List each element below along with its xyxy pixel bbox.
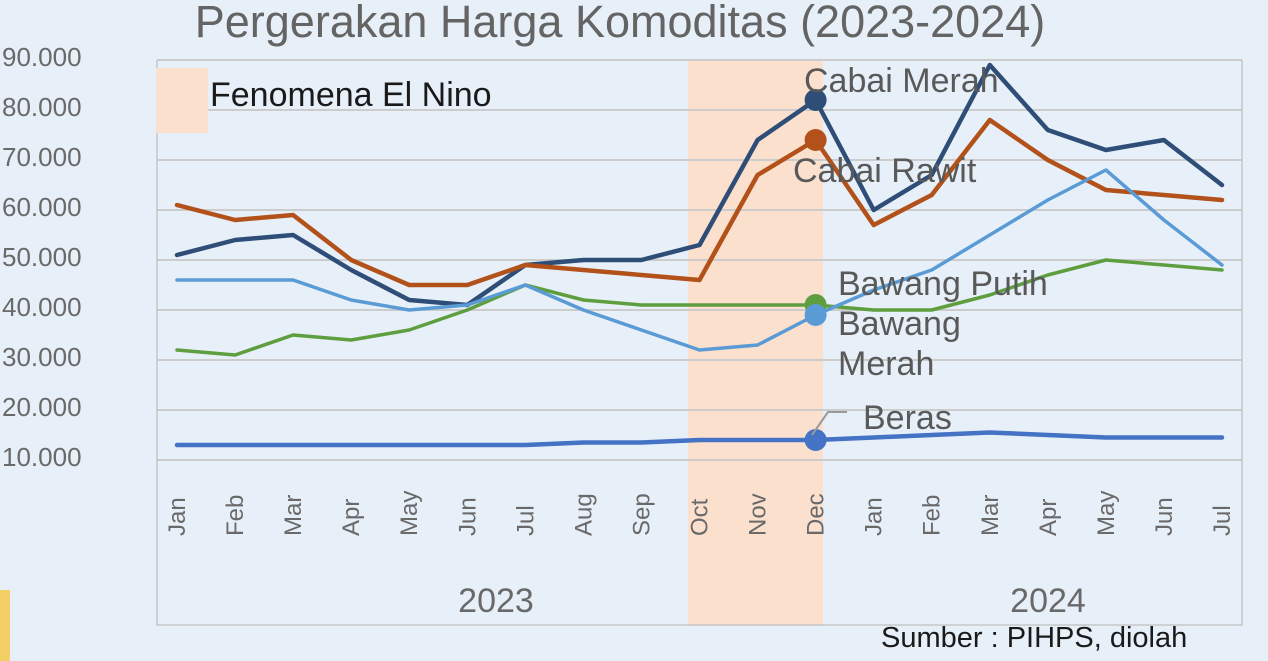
svg-text:Jun: Jun — [454, 497, 481, 536]
svg-text:Sep: Sep — [628, 493, 655, 536]
svg-text:Mar: Mar — [280, 495, 307, 536]
svg-text:Dec: Dec — [803, 493, 830, 536]
svg-text:Apr: Apr — [1035, 499, 1062, 536]
svg-text:Apr: Apr — [338, 499, 365, 536]
svg-text:Feb: Feb — [222, 495, 249, 536]
svg-text:Jan: Jan — [164, 497, 191, 536]
svg-text:Jul: Jul — [512, 505, 539, 536]
svg-text:Jul: Jul — [1209, 505, 1236, 536]
svg-text:Jun: Jun — [1151, 497, 1178, 536]
svg-text:May: May — [396, 491, 423, 536]
svg-text:Feb: Feb — [919, 495, 946, 536]
svg-text:May: May — [1093, 491, 1120, 536]
svg-text:Jan: Jan — [861, 497, 888, 536]
svg-text:Aug: Aug — [570, 493, 597, 536]
svg-text:Mar: Mar — [977, 495, 1004, 536]
svg-text:Nov: Nov — [745, 493, 772, 536]
svg-text:Oct: Oct — [687, 498, 714, 536]
